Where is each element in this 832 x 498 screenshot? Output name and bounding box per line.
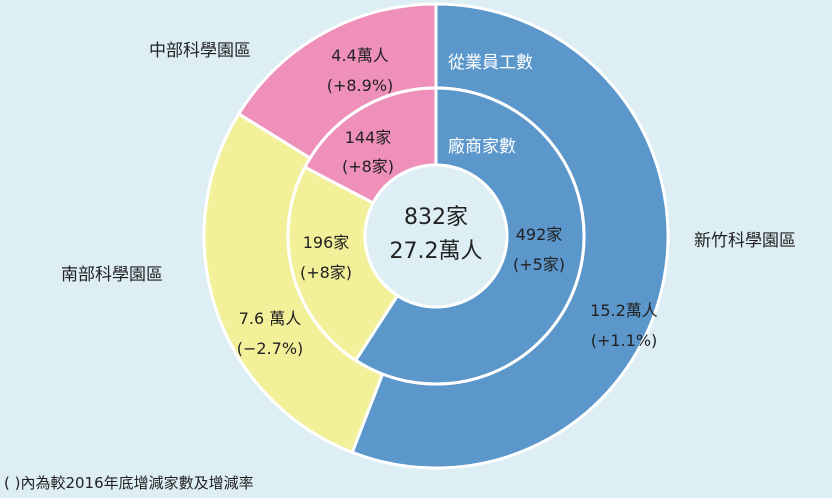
- outer-change-southern: (−2.7%): [237, 339, 304, 358]
- inner-change-hsinchu: (+5家): [513, 255, 565, 274]
- center-line1: 832家: [404, 205, 468, 230]
- footnote: ( )內為較2016年底增減家數及增減率: [4, 474, 254, 492]
- inner-change-southern: (+8家): [300, 263, 352, 282]
- outer-ring-title: 從業員工數: [448, 53, 533, 73]
- inner-label-hsinchu: 492家: [516, 225, 563, 244]
- outer-label-central: 4.4萬人: [331, 46, 388, 65]
- region-label-central: 中部科學園區: [149, 41, 251, 61]
- inner-change-central: (+8家): [342, 157, 394, 176]
- inner-ring-title: 廠商家數: [448, 136, 516, 157]
- outer-label-southern: 7.6 萬人: [239, 309, 302, 328]
- center-disc: [363, 163, 509, 309]
- inner-label-southern: 196家: [303, 233, 350, 252]
- inner-label-central: 144家: [345, 128, 392, 147]
- region-label-southern: 南部科學園區: [61, 265, 163, 285]
- center-line2: 27.2萬人: [390, 239, 483, 264]
- outer-label-hsinchu: 15.2萬人: [590, 301, 658, 320]
- region-label-hsinchu: 新竹科學園區: [694, 231, 796, 251]
- outer-change-central: (+8.9%): [327, 76, 394, 95]
- outer-change-hsinchu: (+1.1%): [591, 331, 658, 350]
